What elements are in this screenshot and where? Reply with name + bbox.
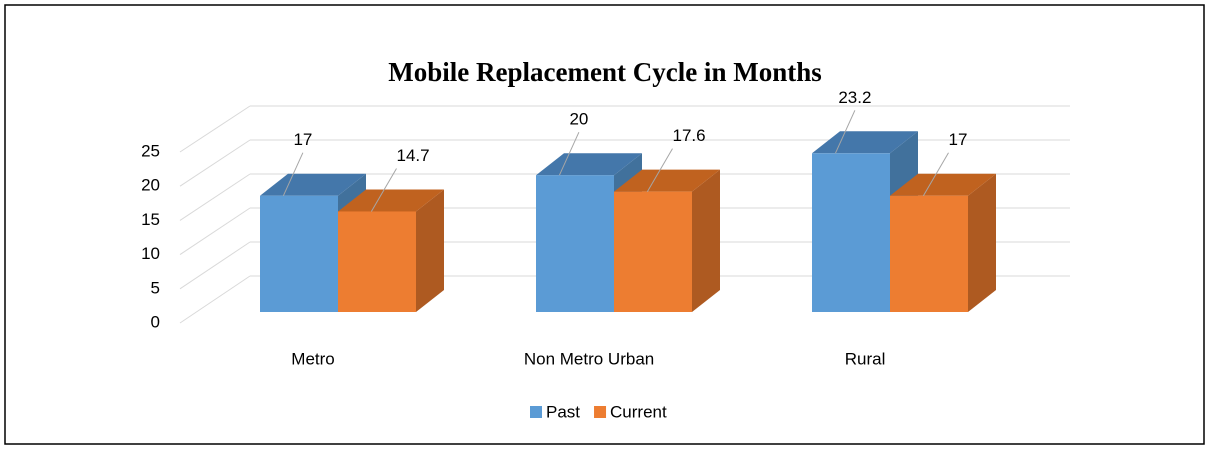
bar-side: [968, 173, 996, 312]
grid-line: [179, 207, 251, 256]
leader-line: [558, 131, 580, 176]
x-tick-label: Non Metro Urban: [524, 349, 654, 368]
y-tick-label: 15: [141, 210, 160, 229]
y-tick-label: 20: [141, 176, 160, 195]
bar: [614, 191, 692, 312]
data-label: 20: [569, 110, 588, 129]
leader-line: [922, 152, 949, 196]
bar-top: [536, 153, 642, 176]
bar-top: [260, 173, 366, 196]
legend-label: Past: [546, 402, 580, 421]
bar: [260, 195, 338, 312]
bar: [812, 153, 890, 312]
bar-side: [692, 169, 720, 312]
x-tick-label: Rural: [845, 349, 886, 368]
chart-title: Mobile Replacement Cycle in Months: [388, 57, 821, 87]
bar-top: [812, 131, 918, 154]
bar-side: [416, 189, 444, 312]
data-label: 17: [949, 130, 968, 149]
grid-line: [179, 173, 251, 221]
bar-top: [338, 189, 444, 212]
bar: [338, 211, 416, 312]
data-label: 17.6: [673, 126, 706, 145]
y-tick-label: 0: [151, 312, 160, 331]
y-tick-label: 25: [141, 141, 160, 160]
bar-top: [614, 169, 720, 192]
data-label: 14.7: [397, 146, 430, 165]
y-tick-label: 10: [141, 244, 160, 263]
legend-swatch: [594, 406, 607, 418]
grid-line: [179, 105, 251, 153]
leader-line: [834, 110, 856, 154]
grid-line: [179, 139, 251, 187]
data-label: 17: [293, 130, 312, 149]
bar: [536, 175, 614, 312]
x-tick-label: Metro: [291, 349, 334, 368]
bar: [890, 195, 968, 312]
leader-line: [282, 152, 304, 196]
data-label: 23.2: [838, 88, 871, 107]
leader-line: [370, 168, 397, 212]
bar-top: [890, 173, 996, 196]
y-tick-label: 5: [151, 278, 160, 297]
legend-label: Current: [610, 402, 667, 421]
grid-line: [179, 241, 251, 290]
leader-line: [646, 148, 673, 192]
legend-swatch: [530, 406, 542, 418]
grid-line: [179, 275, 251, 324]
